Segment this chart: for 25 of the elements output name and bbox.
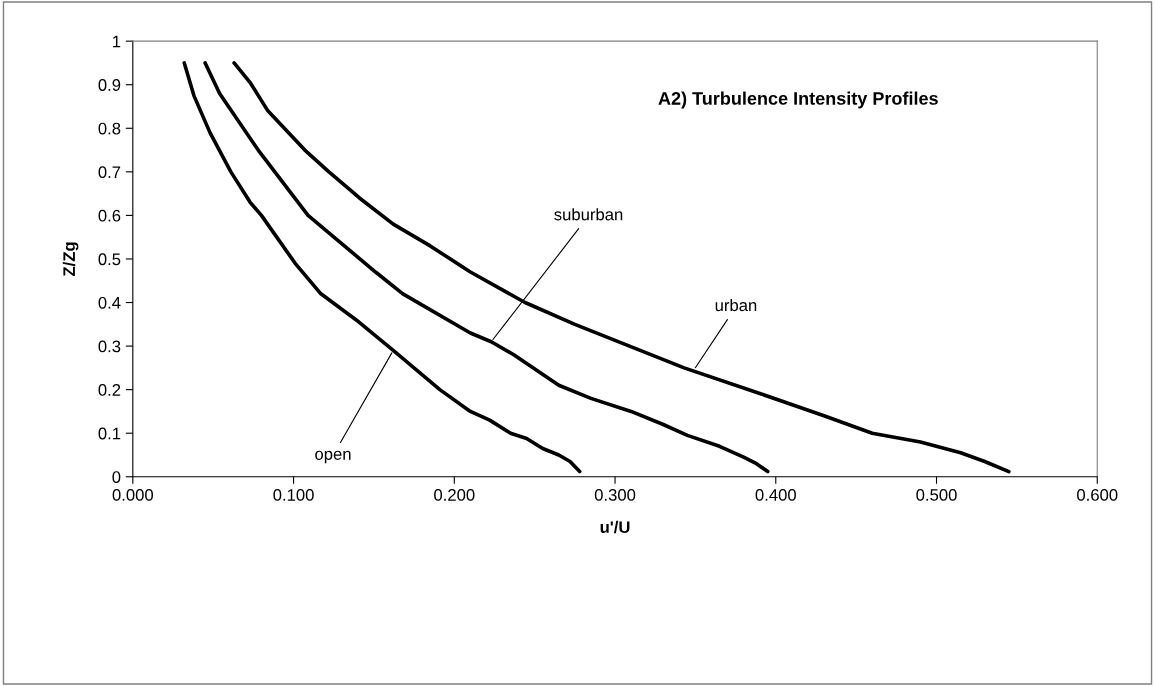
annotation: suburban [554,208,623,221]
x-tick-label: 0.400 [755,489,796,501]
x-tick-label: 0.500 [916,489,957,501]
y-tick-label: 0.4 [98,296,121,309]
annotation: open [315,450,351,464]
y-tick-label: 0.5 [98,253,121,266]
y-tick-label: 0.8 [98,122,121,135]
annotation: urban [715,298,757,312]
y-tick-label: 0.2 [98,384,121,396]
y-tick-label: 0.1 [98,427,121,440]
y-tick-label: 0 [112,471,121,483]
text: A2) Turbulence Intensity Profiles [658,91,938,109]
line-series [232,61,1011,474]
y-tick-label: 0.3 [98,340,121,353]
x-tick-label: 0.300 [594,489,636,501]
y-tick-label: 0.6 [98,209,121,222]
y-tick-label: 0.7 [98,166,121,179]
x-axis-title: u'/U [600,520,630,534]
y-tick-label: 1 [113,35,121,48]
x-tick-label: 0.000 [112,489,154,501]
x-tick-label: 0.100 [273,489,314,501]
x-tick-label: 0.600 [1077,489,1118,501]
y-axis-title: Z/Zg [62,242,79,277]
y-tick-label: 0.9 [98,79,121,91]
x-tick-label: 0.200 [434,489,475,501]
